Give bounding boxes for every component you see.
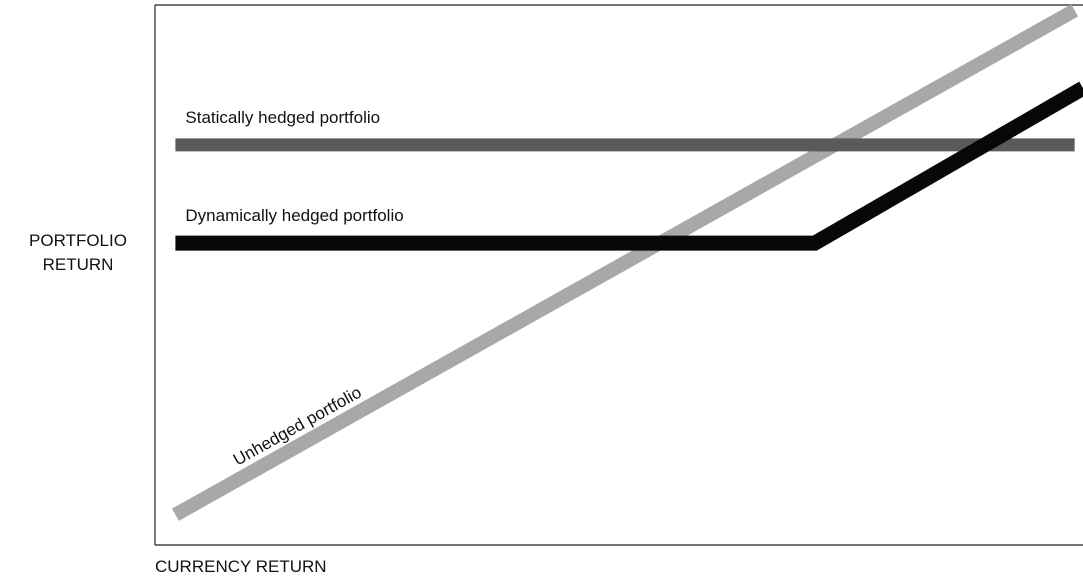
series-label: Dynamically hedged portfolio [185, 206, 403, 225]
series-line [175, 81, 1083, 251]
series-label: Statically hedged portfolio [185, 108, 380, 127]
y-axis-label: PORTFOLIO [29, 231, 127, 250]
series-line [171, 4, 1079, 521]
y-axis-label: RETURN [43, 255, 114, 274]
x-axis-label: CURRENCY RETURN [155, 557, 327, 576]
